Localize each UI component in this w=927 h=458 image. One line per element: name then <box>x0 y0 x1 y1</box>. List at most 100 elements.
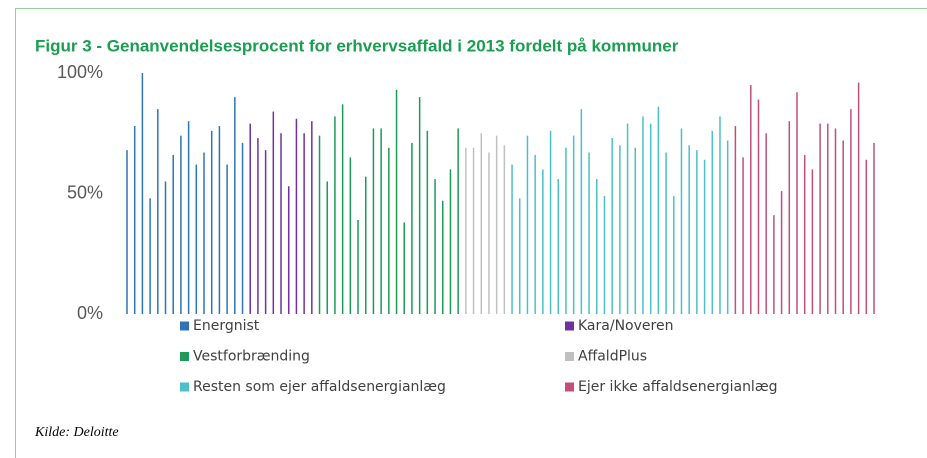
bar <box>264 150 267 314</box>
legend-swatch <box>565 321 574 331</box>
bar <box>780 191 783 314</box>
bar <box>403 222 405 314</box>
bar <box>495 135 498 314</box>
bar <box>857 82 860 314</box>
bar <box>726 140 729 314</box>
bar <box>388 147 390 314</box>
bar <box>380 128 382 314</box>
bar <box>218 126 221 315</box>
bar <box>249 123 251 314</box>
bar <box>734 126 737 315</box>
legend-swatch <box>565 382 574 392</box>
legend-swatch <box>565 352 574 361</box>
bar <box>164 181 167 314</box>
bar <box>765 133 767 314</box>
bar <box>287 186 290 314</box>
bar <box>364 176 367 314</box>
bar <box>719 116 721 314</box>
bar <box>480 133 482 314</box>
legend-label: Energnist <box>193 318 260 334</box>
bar <box>441 200 444 314</box>
bar <box>565 147 567 314</box>
bar <box>557 179 560 314</box>
bar <box>519 198 521 314</box>
bar <box>626 123 629 314</box>
bar <box>341 104 344 314</box>
bar <box>596 179 598 314</box>
bar <box>149 198 151 314</box>
chart-title: Figur 3 - Genanvendelsesprocent for erhv… <box>35 36 679 55</box>
bar <box>603 195 606 314</box>
bar <box>180 135 182 314</box>
bar <box>757 99 760 314</box>
bar <box>665 152 667 314</box>
bar <box>819 123 821 314</box>
bar <box>157 109 159 315</box>
bar <box>411 142 413 314</box>
bar <box>210 130 213 314</box>
bar <box>203 152 205 314</box>
bar <box>865 159 868 314</box>
legend-label: Kara/Noveren <box>578 318 673 334</box>
legend-label: AffaldPlus <box>578 349 647 365</box>
bar <box>673 195 675 314</box>
bar <box>750 85 752 314</box>
bar <box>357 220 359 314</box>
bar <box>272 111 275 314</box>
bar <box>742 157 744 314</box>
bar <box>488 152 490 314</box>
bar <box>534 154 536 314</box>
bar <box>133 126 136 315</box>
bar <box>542 169 544 314</box>
bar <box>588 152 590 314</box>
bar <box>850 109 852 315</box>
legend-swatch <box>180 382 189 392</box>
bar <box>141 73 144 314</box>
bar <box>619 145 621 314</box>
bar <box>811 169 814 314</box>
legend-swatch <box>180 321 189 331</box>
bar <box>434 179 436 314</box>
y-tick-label: 50% <box>67 182 103 202</box>
y-tick-label: 0% <box>77 303 103 323</box>
bar <box>311 121 313 314</box>
bar <box>472 147 475 314</box>
bar <box>187 121 190 314</box>
bar <box>503 145 506 314</box>
bar <box>827 123 829 314</box>
legend-label: Vestforbrænding <box>193 349 310 365</box>
bar <box>642 116 644 314</box>
source: Kilde: Deloitte <box>34 425 119 440</box>
bar <box>796 92 798 314</box>
bar <box>696 150 698 314</box>
bar <box>303 133 305 314</box>
bar <box>172 154 174 314</box>
bar <box>511 164 513 314</box>
bar <box>803 154 806 314</box>
bar <box>457 128 459 314</box>
bar <box>234 97 236 314</box>
bar <box>257 138 259 314</box>
bar <box>395 89 398 315</box>
bar <box>126 150 128 314</box>
bar <box>549 130 552 314</box>
legend-label: Ejer ikke affaldsenergianlæg <box>578 379 777 395</box>
bar <box>580 109 583 315</box>
y-tick-label: 100% <box>57 62 103 82</box>
bar <box>634 147 637 314</box>
bar <box>649 123 652 314</box>
bar <box>318 135 321 314</box>
bar <box>572 135 575 314</box>
bar <box>334 116 336 314</box>
bar <box>195 164 198 314</box>
bar <box>834 128 837 314</box>
bar <box>788 121 791 314</box>
bar <box>842 140 844 314</box>
bar <box>372 128 375 314</box>
legend-swatch <box>180 352 189 361</box>
bar <box>295 118 298 314</box>
bar <box>426 130 429 314</box>
bar <box>657 106 660 315</box>
bar <box>418 97 421 314</box>
